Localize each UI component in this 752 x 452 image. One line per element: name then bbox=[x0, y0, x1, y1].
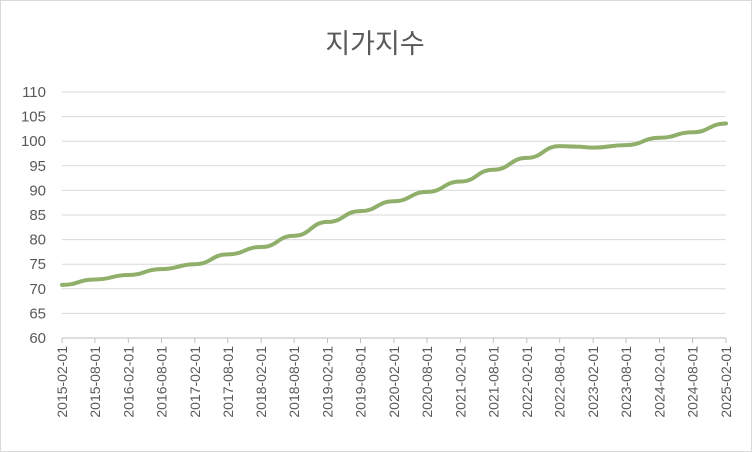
x-tick-label: 2018-02-01 bbox=[253, 346, 269, 418]
x-tick-label: 2017-08-01 bbox=[220, 346, 236, 418]
y-tick-label: 110 bbox=[22, 84, 46, 101]
x-tick-label: 2021-08-01 bbox=[485, 346, 501, 418]
y-tick-label: 60 bbox=[29, 330, 46, 347]
y-tick-label: 105 bbox=[21, 109, 46, 126]
x-tick-label: 2018-08-01 bbox=[286, 346, 302, 418]
y-tick-label: 70 bbox=[29, 281, 46, 298]
y-tick-label: 95 bbox=[29, 158, 46, 175]
x-tick-label: 2022-08-01 bbox=[552, 346, 568, 418]
y-tick-label: 85 bbox=[29, 207, 46, 224]
x-tick-label: 2021-02-01 bbox=[452, 346, 468, 418]
x-tick-label: 2015-02-01 bbox=[54, 346, 70, 418]
y-tick-label: 75 bbox=[29, 256, 46, 273]
x-tick-label: 2015-08-01 bbox=[87, 346, 103, 418]
y-tick-label: 90 bbox=[29, 182, 46, 199]
x-tick-label: 2017-02-01 bbox=[187, 346, 203, 418]
y-tick-label: 65 bbox=[29, 305, 46, 322]
x-tick-label: 2016-08-01 bbox=[153, 346, 169, 418]
x-tick-label: 2024-08-01 bbox=[685, 346, 701, 418]
x-tick-label: 2024-02-01 bbox=[651, 346, 667, 418]
x-tick-label: 2022-02-01 bbox=[519, 346, 535, 418]
series-layer bbox=[60, 121, 728, 287]
gridlines bbox=[62, 91, 726, 339]
y-tick-label: 80 bbox=[29, 232, 46, 249]
x-tick-label: 2023-02-01 bbox=[585, 346, 601, 418]
y-tick-label: 100 bbox=[21, 133, 46, 150]
chart-title: 지가지수 bbox=[325, 29, 425, 60]
x-tick-label: 2020-08-01 bbox=[419, 346, 435, 418]
x-axis-ticks: 2015-02-01 2015-08-01 2016-02-01 2016-08-01… bbox=[54, 338, 734, 418]
x-tick-label: 2023-08-01 bbox=[618, 346, 634, 418]
series-line-0 bbox=[60, 121, 728, 287]
x-tick-label: 2019-02-01 bbox=[320, 346, 336, 418]
x-tick-label: 2025-02-01 bbox=[718, 346, 734, 418]
x-tick-label: 2020-02-01 bbox=[386, 346, 402, 418]
x-tick-label: 2019-08-01 bbox=[352, 346, 368, 418]
y-axis-ticks: 110 105 100 95 90 85 80 75 70 65 60 bbox=[21, 84, 46, 347]
x-tick-label: 2016-02-01 bbox=[120, 346, 136, 418]
